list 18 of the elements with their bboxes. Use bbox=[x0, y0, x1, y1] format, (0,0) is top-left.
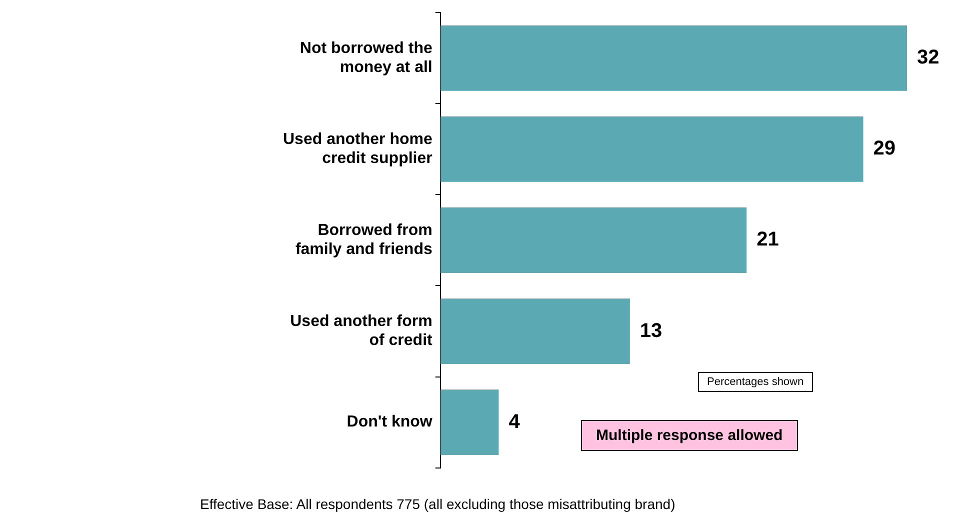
bar bbox=[440, 25, 907, 91]
bar bbox=[440, 207, 747, 273]
y-tick-label: Used another form of credit bbox=[290, 313, 434, 350]
bar bbox=[440, 116, 864, 182]
data-label: 21 bbox=[756, 228, 779, 251]
data-label: 29 bbox=[873, 138, 896, 160]
data-label: 13 bbox=[640, 320, 662, 342]
data-label: 4 bbox=[508, 410, 521, 433]
text: Effective Base: All respondents 775 (all excluding those misattributing brand) bbox=[200, 496, 676, 512]
annotation: Percentages shown bbox=[698, 372, 813, 392]
bar bbox=[440, 390, 499, 456]
annotation: Multiple response allowed bbox=[581, 420, 798, 451]
y-tick-label: Don't know bbox=[346, 414, 433, 431]
y-tick-label: Borrowed from family and friends bbox=[295, 222, 432, 258]
y-tick-label: Used another home credit supplier bbox=[283, 130, 432, 168]
data-label: 32 bbox=[917, 46, 940, 69]
y-tick-label: Not borrowed the money at all bbox=[300, 40, 432, 76]
bar bbox=[440, 298, 630, 364]
